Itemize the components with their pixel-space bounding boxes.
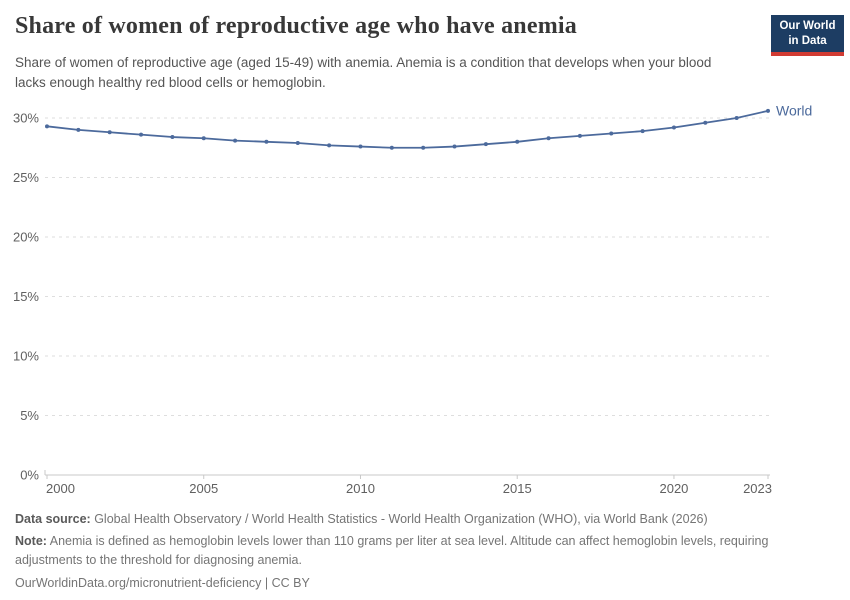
y-tick-label: 10% <box>13 349 39 364</box>
x-tick-label: 2010 <box>346 481 375 496</box>
data-point[interactable] <box>546 136 551 141</box>
data-point[interactable] <box>671 125 676 130</box>
x-tick-label: 2015 <box>503 481 532 496</box>
data-point[interactable] <box>640 129 645 134</box>
x-tick-label: 2005 <box>189 481 218 496</box>
data-point[interactable] <box>577 133 582 138</box>
owid-logo-line2: in Data <box>788 34 827 47</box>
data-point[interactable] <box>609 131 614 136</box>
note-text: Anemia is defined as hemoglobin levels l… <box>15 533 769 567</box>
data-point[interactable] <box>358 144 363 149</box>
data-point[interactable] <box>734 116 739 120</box>
note-label: Note: <box>15 533 47 548</box>
x-tick-label: 2000 <box>46 481 75 496</box>
x-tick-label: 2023 <box>743 481 772 496</box>
data-point[interactable] <box>139 132 144 137</box>
data-source-text: Global Health Observatory / World Health… <box>90 512 708 526</box>
y-tick-label: 25% <box>13 170 39 185</box>
y-tick-label: 20% <box>13 230 39 245</box>
data-point[interactable] <box>295 140 300 145</box>
x-tick-label: 2020 <box>659 481 688 496</box>
owid-logo[interactable]: Our World in Data <box>771 15 844 56</box>
data-source-label: Data source: <box>15 512 91 526</box>
data-point[interactable] <box>201 136 206 141</box>
series-line-world[interactable] <box>46 109 769 149</box>
chart-footer: Data source: Global Health Observatory /… <box>15 510 827 593</box>
data-point[interactable] <box>389 145 394 150</box>
data-point[interactable] <box>452 144 457 149</box>
y-tick-label: 5% <box>20 408 39 423</box>
data-point[interactable] <box>327 143 332 148</box>
y-tick-label: 0% <box>20 468 39 483</box>
data-point[interactable] <box>264 139 269 144</box>
data-point[interactable] <box>703 120 708 125</box>
data-point[interactable] <box>233 138 238 143</box>
data-point[interactable] <box>515 139 520 144</box>
citation-line: OurWorldinData.org/micronutrient-deficie… <box>15 576 310 591</box>
series-end-label: World <box>776 102 812 118</box>
data-point[interactable] <box>107 130 112 135</box>
data-source-line: Data source: Global Health Observatory /… <box>15 510 827 529</box>
y-tick-label: 15% <box>13 289 39 304</box>
data-point[interactable] <box>76 127 81 132</box>
chart-title: Share of women of reproductive age who h… <box>15 13 577 39</box>
owid-logo-line1: Our World <box>779 20 836 32</box>
chart-subtitle: Share of women of reproductive age (aged… <box>15 55 712 91</box>
data-point[interactable] <box>483 142 488 147</box>
data-point[interactable] <box>766 108 770 113</box>
note-line: Note: Anemia is defined as hemoglobin le… <box>15 532 827 570</box>
line-chart-plot-area[interactable]: 0% 5% 10% 15% 20% 25% 30% 2000 2005 2010 2015 2020 2… <box>0 95 850 500</box>
data-point[interactable] <box>45 124 49 129</box>
data-point[interactable] <box>170 135 175 140</box>
data-point[interactable] <box>421 145 426 150</box>
y-tick-label: 30% <box>13 111 39 126</box>
